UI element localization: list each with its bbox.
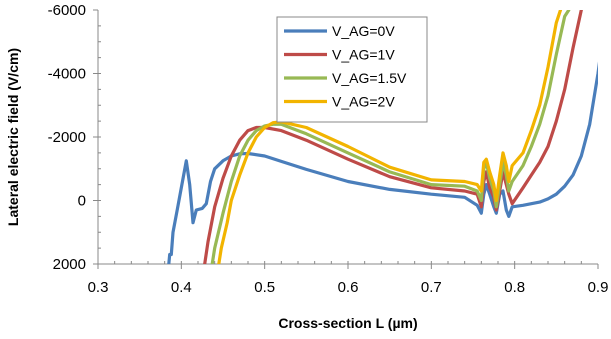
series-line [167, 61, 598, 264]
x-tick-label: 0.5 [254, 279, 275, 296]
y-tick-label: -2000 [48, 129, 86, 146]
x-tick-label: 0.8 [504, 279, 525, 296]
y-tick-label: 2000 [53, 256, 86, 273]
legend-label: V_AG=2V [332, 94, 395, 110]
y-axis-title: Lateral electric field (V/cm) [5, 48, 21, 226]
y-tick-label: -4000 [48, 66, 86, 83]
x-tick-label: 0.7 [421, 279, 442, 296]
x-tick-label: 0.9 [588, 279, 609, 296]
series-layer [167, 10, 598, 264]
x-tick-label: 0.4 [171, 279, 192, 296]
x-tick-label: 0.3 [88, 279, 109, 296]
axes: 0.3 0.4 0.5 0.6 0.7 0.8 0.9 2000 0 -2000 -4000 -600… [48, 2, 609, 296]
legend-label: V_AG=1.5V [332, 70, 407, 86]
series-line [217, 10, 563, 264]
legend-label: V_AG=1V [332, 47, 395, 63]
legend-label: V_AG=0V [332, 23, 395, 39]
y-tick-label: 0 [78, 193, 86, 210]
legend-box [276, 16, 428, 123]
x-axis-title: Cross-section L (µm) [278, 315, 417, 331]
y-tick-label: -6000 [48, 2, 86, 19]
legend: V_AG=0V V_AG=1V V_AG=1.5V V_AG=2V [276, 16, 428, 123]
x-tick-label: 0.6 [338, 279, 359, 296]
